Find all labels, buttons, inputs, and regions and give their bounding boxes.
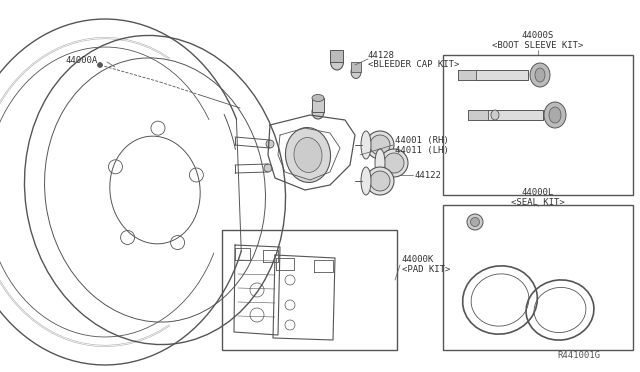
- Ellipse shape: [366, 131, 394, 159]
- Ellipse shape: [467, 214, 483, 230]
- Text: <BOOT SLEEVE KIT>: <BOOT SLEEVE KIT>: [492, 41, 584, 49]
- Text: 44128: 44128: [368, 51, 395, 60]
- Text: 44000L: 44000L: [522, 187, 554, 196]
- Ellipse shape: [330, 54, 344, 70]
- Ellipse shape: [370, 135, 390, 155]
- Text: R441001G: R441001G: [557, 350, 600, 359]
- Text: 44001 (RH): 44001 (RH): [395, 135, 449, 144]
- Text: 44000S: 44000S: [522, 31, 554, 39]
- Text: <SEAL KIT>: <SEAL KIT>: [511, 198, 565, 206]
- Ellipse shape: [470, 218, 479, 227]
- Ellipse shape: [366, 167, 394, 195]
- Ellipse shape: [544, 102, 566, 128]
- Ellipse shape: [294, 138, 322, 173]
- Ellipse shape: [370, 171, 390, 191]
- Ellipse shape: [361, 167, 371, 195]
- Text: 44011 (LH): 44011 (LH): [395, 145, 449, 154]
- Ellipse shape: [312, 105, 324, 119]
- Ellipse shape: [535, 68, 545, 82]
- Bar: [312, 98, 324, 112]
- Bar: [443, 205, 633, 350]
- Ellipse shape: [380, 149, 408, 177]
- Ellipse shape: [491, 110, 499, 120]
- Ellipse shape: [375, 149, 385, 177]
- Ellipse shape: [549, 107, 561, 123]
- Ellipse shape: [530, 63, 550, 87]
- Bar: [458, 70, 476, 80]
- Bar: [468, 110, 488, 120]
- Text: 44122: 44122: [415, 170, 442, 180]
- Bar: [443, 55, 633, 195]
- Bar: [222, 230, 397, 350]
- Bar: [468, 110, 543, 120]
- Ellipse shape: [312, 94, 324, 102]
- Text: 44000A: 44000A: [65, 55, 97, 64]
- Ellipse shape: [264, 164, 272, 172]
- Bar: [330, 50, 343, 62]
- Ellipse shape: [384, 153, 404, 173]
- Text: <BLEEDER CAP KIT>: <BLEEDER CAP KIT>: [368, 60, 460, 68]
- Bar: [458, 70, 528, 80]
- Bar: [351, 62, 361, 72]
- Ellipse shape: [266, 140, 274, 148]
- Ellipse shape: [97, 62, 102, 67]
- Ellipse shape: [351, 65, 361, 78]
- Ellipse shape: [361, 131, 371, 159]
- Text: 44000K: 44000K: [402, 256, 435, 264]
- Text: <PAD KIT>: <PAD KIT>: [402, 266, 451, 275]
- Ellipse shape: [285, 128, 330, 182]
